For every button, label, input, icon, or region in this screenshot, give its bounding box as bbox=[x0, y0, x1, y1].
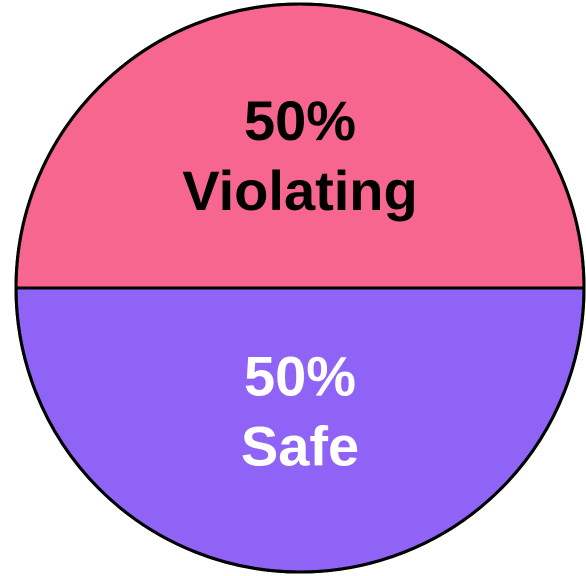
slice-value-label: 50% bbox=[244, 89, 356, 152]
slice-category-label: Safe bbox=[241, 415, 359, 478]
slice-category-label: Violating bbox=[182, 159, 417, 222]
slice-value-label: 50% bbox=[244, 345, 356, 408]
pie-outline bbox=[14, 2, 586, 574]
